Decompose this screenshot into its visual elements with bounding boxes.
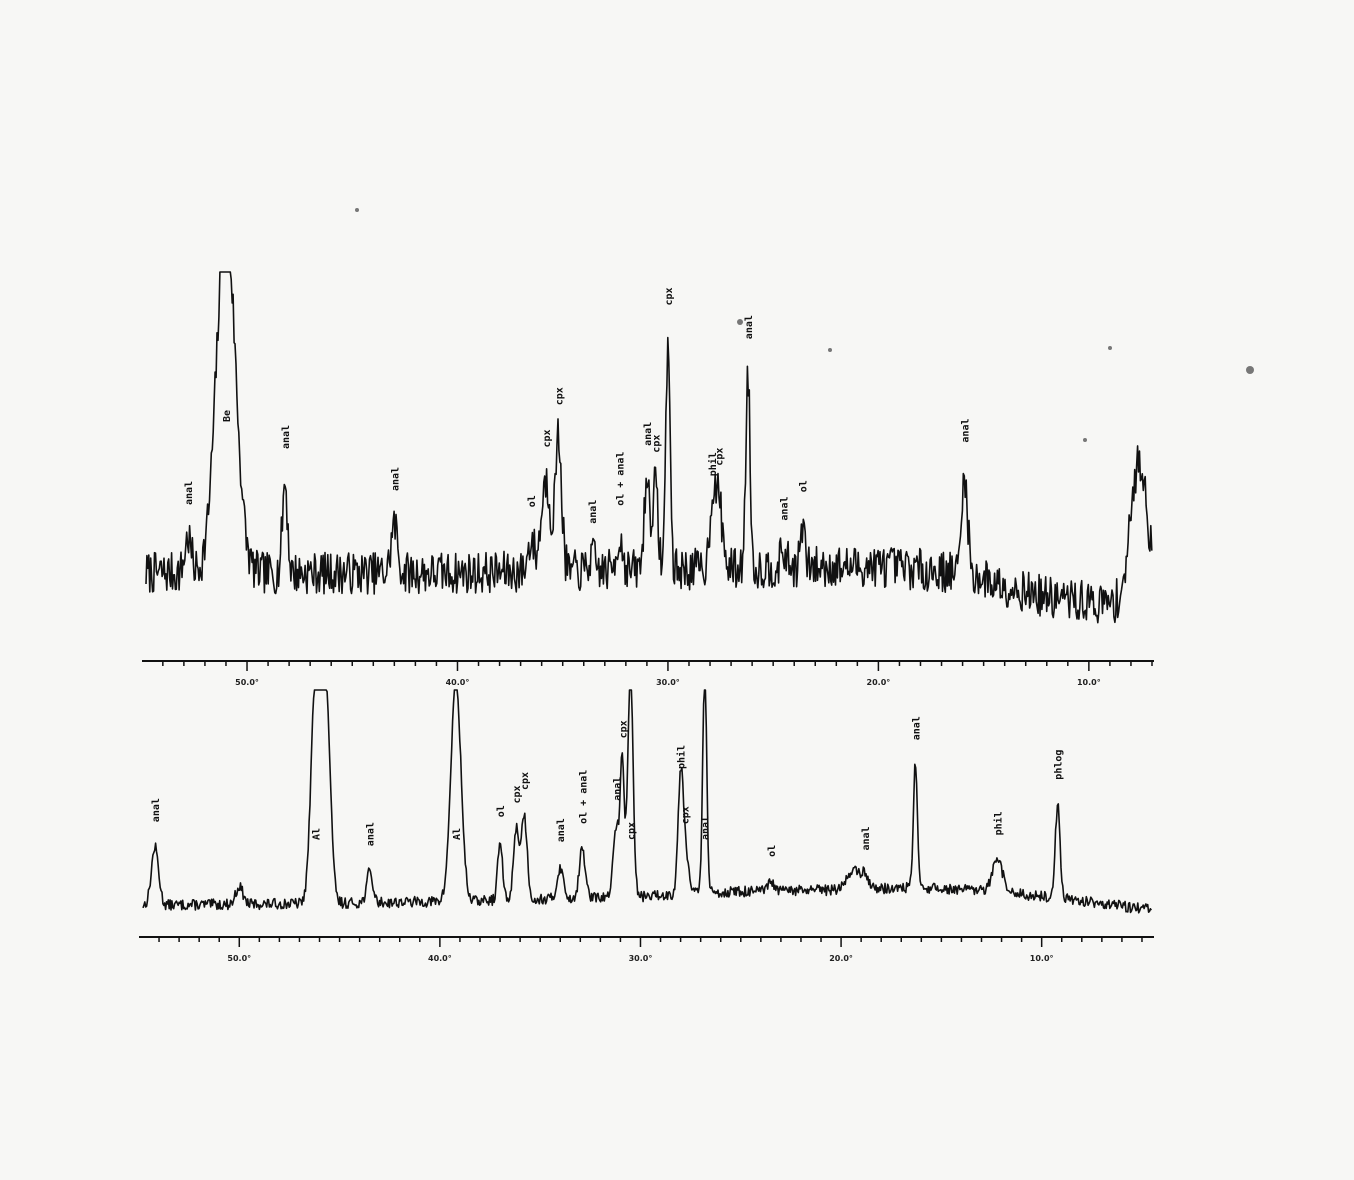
peak-label-2: anal — [612, 777, 623, 801]
tick-label-2: 10.0° — [1030, 954, 1054, 963]
peak-label-2: ol — [496, 805, 507, 817]
peak-label-2: ol — [767, 845, 778, 857]
peak-label-2: cpx — [618, 720, 629, 738]
peak-label-1: anal — [184, 481, 195, 505]
tick-label-1: 20.0° — [867, 678, 891, 687]
peak-label-2: anal — [556, 818, 567, 842]
peak-label-2: cpx — [681, 806, 692, 824]
peak-label-1: ol — [799, 480, 810, 492]
peak-label-1: cpx — [664, 287, 675, 305]
scan-speck — [1083, 438, 1087, 442]
peak-label-1: Be — [222, 410, 233, 422]
peak-label-1: ol — [527, 495, 538, 507]
tick-label-1: 30.0° — [656, 678, 680, 687]
diffraction-trace-1 — [145, 271, 1153, 624]
tick-label-2: 50.0° — [227, 954, 251, 963]
scan-speck — [1246, 366, 1254, 374]
peak-label-1: anal — [281, 425, 292, 449]
peak-label-1: anal — [390, 467, 401, 491]
peak-label-2: anal — [911, 716, 922, 740]
tick-label-2: 30.0° — [629, 954, 653, 963]
tick-label-1: 50.0° — [235, 678, 259, 687]
tick-label-1: 10.0° — [1077, 678, 1101, 687]
scan-speck — [828, 348, 832, 352]
scan-speck — [1108, 346, 1112, 350]
tick-label-2: 20.0° — [829, 954, 853, 963]
peak-label-1: ol + anal — [616, 452, 627, 506]
peak-label-2: phlog — [1054, 750, 1065, 780]
peak-label-2: phil — [993, 811, 1005, 835]
peak-label-1: anal — [961, 419, 972, 443]
peak-label-2: cpx — [520, 772, 531, 790]
scan-speck — [737, 319, 743, 325]
peak-label-2: ol + anal — [578, 770, 589, 824]
peak-label-1: anal — [643, 422, 654, 446]
peak-label-1: anal — [588, 500, 599, 524]
peak-label-2: anal — [861, 826, 872, 850]
peak-label-2: anal — [366, 822, 377, 846]
peak-label-1: anal — [744, 315, 755, 339]
peak-label-2: cpx — [626, 822, 637, 840]
peak-label-2: Al — [452, 828, 463, 840]
peak-label-1: phil — [707, 452, 719, 476]
peak-label-1: cpx — [715, 448, 726, 466]
tick-label-1: 40.0° — [446, 678, 470, 687]
peak-label-2: anal — [151, 798, 162, 822]
peak-label-2: Al — [312, 828, 323, 840]
scan-speck — [355, 208, 359, 212]
peak-label-1: cpx — [542, 429, 553, 447]
peak-label-1: cpx — [555, 387, 566, 405]
tick-label-2: 40.0° — [428, 954, 452, 963]
peak-label-2: cpx — [512, 785, 523, 803]
peak-label-2: anal — [701, 816, 712, 840]
peak-label-1: anal — [780, 497, 791, 521]
diffraction-trace-2 — [142, 689, 1152, 914]
peak-label-2: phil — [676, 745, 688, 769]
peak-label-1: cpx — [651, 435, 662, 453]
